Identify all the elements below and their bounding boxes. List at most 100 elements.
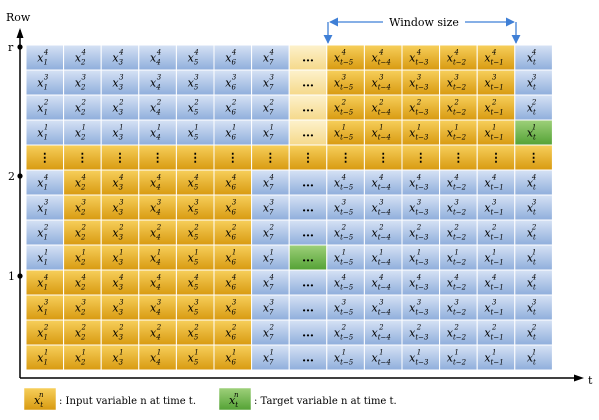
grid-ellipsis: … — [302, 201, 314, 215]
grid-cell-label: x5 2 — [188, 99, 200, 117]
cell-superscript: 2 — [453, 324, 459, 332]
grid-cell-6-9 — [363, 194, 403, 221]
cell-symbol: x — [150, 252, 157, 265]
grid-cell-label: x1 3 — [37, 299, 49, 317]
cell-symbol: x — [484, 352, 491, 365]
grid-cell-label: x6 1 — [225, 249, 236, 267]
grid-ellipsis: … — [302, 76, 314, 90]
grid-cell-label: x3 2 — [112, 99, 124, 117]
grid-cell-label: xt 3 — [527, 74, 537, 92]
grid-cell-11-1 — [63, 319, 102, 346]
cell-symbol: x — [334, 327, 341, 340]
grid-cell-label: xt−1 1 — [484, 349, 503, 367]
cell-subscript: t−5 — [340, 334, 354, 342]
grid-cell-10-13 — [514, 294, 553, 321]
grid-cell-label: xt−2 1 — [447, 349, 467, 367]
grid-cell-12-6 — [251, 344, 290, 371]
grid-cell-label: xt−2 1 — [447, 124, 467, 142]
cell-symbol: x — [150, 102, 157, 115]
grid-cell-label: x1 1 — [37, 349, 48, 367]
grid-cell-5-1 — [63, 169, 102, 196]
cell-subscript: 6 — [231, 109, 236, 117]
cell-symbol: x — [409, 302, 416, 315]
cell-superscript: 4 — [378, 274, 383, 282]
cell-superscript: 2 — [81, 324, 87, 332]
cell-subscript: 4 — [155, 334, 160, 342]
cell-subscript: 6 — [231, 284, 236, 292]
grid-cell-9-1 — [63, 269, 102, 296]
grid-cell-12-4 — [175, 344, 215, 371]
cell-symbol: x — [372, 277, 379, 290]
grid-cell-label: xt−2 1 — [447, 249, 467, 267]
cell-symbol: x — [150, 302, 157, 315]
cell-superscript: 1 — [342, 349, 346, 357]
cell-symbol: x — [75, 102, 82, 115]
grid-cell-6-12 — [476, 194, 516, 221]
cell-symbol: x — [263, 102, 270, 115]
grid-cell-7-8 — [326, 219, 365, 246]
cell-superscript: 2 — [81, 99, 87, 107]
grid-cell-8-11 — [439, 244, 478, 271]
cell-subscript: t — [533, 284, 536, 292]
cell-subscript: 6 — [231, 209, 236, 217]
cell-superscript: 2 — [231, 224, 237, 232]
cell-subscript: t−5 — [340, 184, 354, 192]
cell-subscript: 1 — [43, 84, 47, 92]
cell-symbol: x — [263, 277, 270, 290]
cell-subscript: 5 — [194, 234, 199, 242]
grid-cell-label: xt 4 — [527, 49, 537, 67]
cell-subscript: 6 — [231, 334, 236, 342]
cell-superscript: 1 — [44, 349, 48, 357]
grid-cell-4-13 — [514, 144, 553, 171]
cell-superscript: 1 — [157, 349, 161, 357]
grid-cell-8-6 — [251, 244, 290, 271]
grid-cell-label: x7 4 — [263, 174, 274, 192]
grid-cell-label: x2 4 — [75, 49, 86, 67]
grid-cell-9-4 — [175, 269, 215, 296]
grid-cell-label: x3 1 — [112, 349, 123, 367]
cell-subscript: 4 — [155, 209, 160, 217]
grid-cell-0-3 — [138, 44, 177, 71]
grid-cell-label: x4 1 — [150, 249, 161, 267]
cell-superscript: 4 — [193, 49, 198, 57]
grid-cell-label: xt−4 3 — [372, 199, 391, 217]
grid-cell-label: x5 4 — [188, 274, 199, 292]
cell-subscript: 2 — [80, 59, 86, 67]
cell-superscript: 4 — [341, 174, 346, 182]
cell-symbol: x — [188, 202, 195, 215]
grid-cell-label: xt−5 3 — [334, 74, 354, 92]
cell-subscript: 5 — [194, 259, 199, 267]
cell-superscript: 1 — [379, 124, 383, 132]
cell-symbol: x — [37, 277, 44, 290]
grid-cell-12-10 — [401, 344, 441, 371]
grid-cell-label: x6 3 — [225, 299, 237, 317]
cell-superscript: 3 — [417, 74, 422, 82]
cell-superscript: 4 — [118, 274, 123, 282]
grid-cell-label: x7 4 — [263, 49, 274, 67]
cell-superscript: 3 — [379, 74, 384, 82]
cell-superscript: 1 — [342, 124, 346, 132]
grid-ellipsis: … — [302, 51, 314, 65]
grid-cell-label: xt−5 2 — [334, 99, 354, 117]
cell-symbol: x — [527, 352, 534, 365]
cell-superscript: 2 — [341, 99, 347, 107]
grid-cell-label: x3 1 — [112, 249, 123, 267]
cell-subscript: t−3 — [415, 184, 429, 192]
cell-subscript: t−5 — [340, 284, 354, 292]
cell-symbol: x — [409, 327, 416, 340]
grid-cell-label: xt−3 3 — [409, 299, 429, 317]
grid-cell-label: x7 1 — [263, 249, 274, 267]
grid-cell-10-2 — [100, 294, 140, 321]
cell-subscript: t−1 — [491, 84, 504, 92]
grid-cell-label: xt−5 3 — [334, 299, 354, 317]
grid-cell-label: xt 1 — [527, 349, 537, 367]
grid-cell-9-11 — [439, 269, 478, 296]
cell-subscript: 2 — [80, 284, 86, 292]
window-size-annotation: Window size — [323, 16, 521, 44]
cell-superscript: 1 — [454, 124, 458, 132]
cell-superscript: 4 — [156, 49, 161, 57]
cell-subscript: 5 — [194, 134, 199, 142]
cell-subscript: 4 — [155, 184, 160, 192]
cell-symbol: x — [334, 202, 341, 215]
cell-superscript: 4 — [378, 49, 383, 57]
